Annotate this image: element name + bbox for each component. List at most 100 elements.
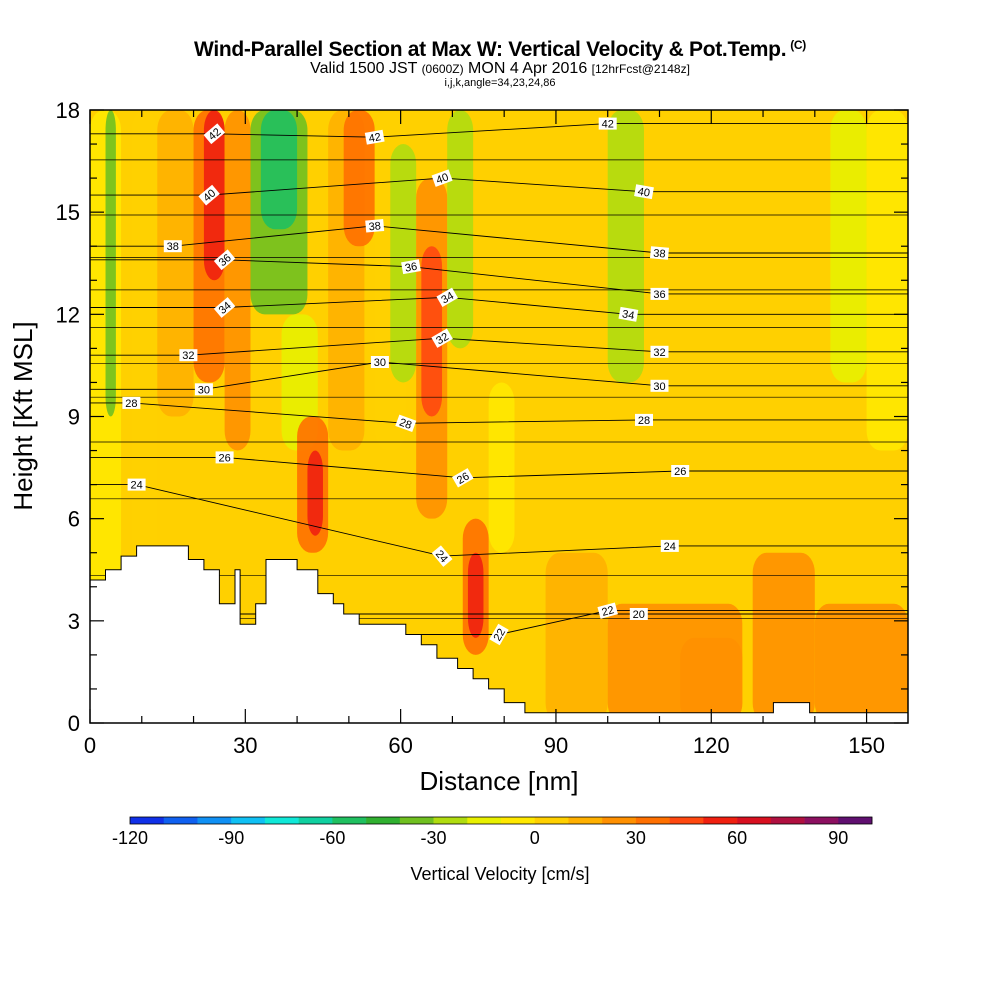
contour-label-42: 42 [364,129,385,145]
colorbar-swatch [433,817,468,824]
colorbar-swatch [366,817,401,824]
chart-subtitle: Valid 1500 JST (0600Z) MON 4 Apr 2016 [1… [0,60,1000,78]
velocity-cell [866,110,908,451]
velocity-cell [157,110,194,417]
copyright-mark: (C) [790,38,806,52]
contour-label-bg [650,246,669,260]
contour-label-bg [365,219,385,233]
y-tick-label: 3 [68,609,80,634]
contour-label-bg [431,169,453,187]
colorbar-tick-label: 30 [626,828,646,848]
contour-label-text: 36 [653,289,665,301]
contour-label-text: 28 [398,417,414,432]
contour-label-bg [489,623,509,646]
colorbar-swatch [197,817,232,824]
contour-label-28: 28 [395,414,417,433]
colorbar-swatch [838,817,873,824]
x-tick-label: 120 [693,733,730,758]
x-tick-label: 60 [388,733,412,758]
chart-subtitle-indices: i,j,k,angle=34,23,24,86 [444,77,556,89]
x-tick-label: 150 [848,733,885,758]
contour-label-text: 26 [218,452,230,464]
velocity-cell [421,246,443,417]
velocity-cell [830,110,867,383]
contour-label-bg [203,123,226,145]
contour-label-28: 28 [635,413,653,427]
contour-label-38: 38 [650,246,669,261]
contour-label-text: 20 [633,609,645,621]
contour-label-text: 38 [368,220,381,233]
contour-label-bg [431,545,453,567]
x-tick-label: 0 [84,733,96,758]
contour-label-22: 22 [597,602,618,619]
colorbar-tick-label: 0 [530,828,540,848]
colorbar-swatch [669,817,704,824]
contour-label-text: 26 [674,466,686,478]
colorbar-swatch [602,817,637,824]
velocity-cell [607,110,644,383]
contour-label-30: 30 [650,379,669,393]
y-tick-label: 9 [68,405,80,430]
contour-label-bg [634,184,654,200]
contour-label-text: 32 [182,350,194,362]
contour-label-text: 34 [439,290,456,307]
velocity-cell [260,110,298,230]
contour-label-text: 38 [653,247,666,260]
velocity-cell [545,552,608,723]
contour-label-32: 32 [431,328,453,348]
velocity-cell [752,552,815,723]
x-tick-label: 90 [544,733,568,758]
contour-label-text: 24 [664,541,676,553]
contour-label-bg [431,328,453,348]
contour-label-bg [452,468,474,488]
contour-label-36: 36 [401,259,421,275]
subtitle-date: MON 4 Apr 2016 [468,60,588,77]
contour-label-text: 26 [455,470,472,487]
contour-label-bg [127,478,146,491]
contour-label-26: 26 [671,465,690,478]
contour-label-bg [198,184,220,206]
contour-label-bg [598,117,617,130]
colorbar-swatch [163,817,198,824]
x-axis-label: Distance [nm] [420,766,579,796]
colorbar-swatch [467,817,502,824]
contour-label-bg [213,297,236,318]
contour-label-bg [597,602,618,619]
contour-label-bg [436,287,458,307]
contour-label-bg [364,129,385,145]
contour-label-26: 26 [215,451,234,464]
colorbar-swatch [130,817,165,824]
contour-label-bg [671,465,690,477]
contour-label-bg [163,240,182,253]
colorbar-swatch [770,817,805,824]
colorbar-title: Vertical Velocity [cm/s] [410,864,589,884]
contour-label-24: 24 [660,539,679,553]
contour-label-text: 30 [653,381,665,393]
contour-label-bg [650,287,669,300]
contour-label-bg [635,413,653,426]
contour-label-bg [401,259,421,275]
contour-label-bg [194,383,213,396]
contour-label-34: 34 [618,306,639,322]
contour-label-text: 38 [167,241,179,253]
contour-label-bg [213,249,236,271]
contour-label-text: 30 [198,384,210,396]
subtitle-forecast: [12hrFcst@2148z] [591,62,690,76]
velocity-cell [680,637,743,723]
velocity-cell [224,110,251,451]
contour-label-text: 36 [404,261,418,275]
contour-label-text: 42 [602,119,614,131]
velocity-cell [488,382,515,553]
contour-label-38: 38 [365,219,385,233]
contour-label-text: 32 [434,331,451,348]
contour-label-text: 40 [637,186,651,200]
colorbar-swatch [264,817,299,824]
contour-label-text: 28 [125,398,137,410]
y-axis-label: Height [Kft MSL] [8,321,38,510]
contour-label-bg [618,306,639,322]
contour-label-30: 30 [370,356,389,369]
colorbar-swatch [332,817,367,824]
contour-label-32: 32 [179,349,198,362]
